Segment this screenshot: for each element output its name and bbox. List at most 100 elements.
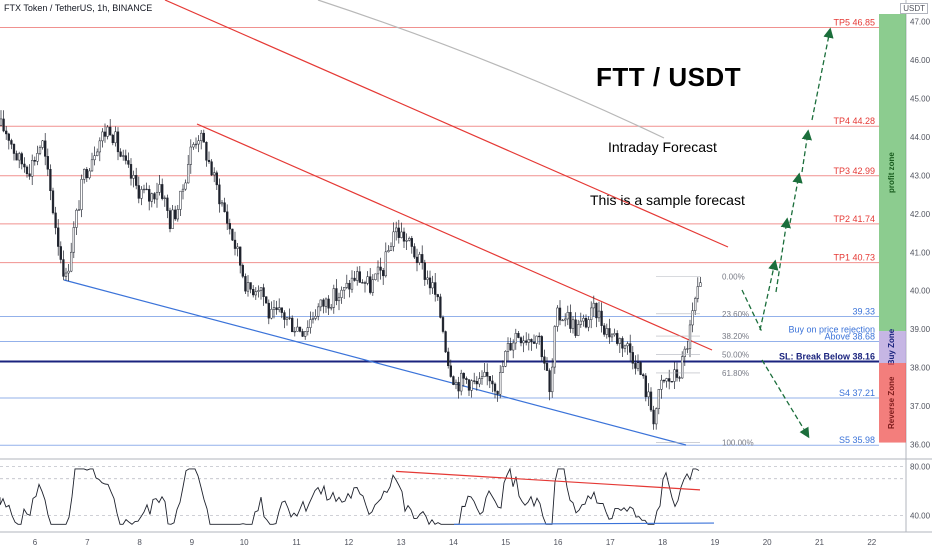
price-tick-label: 41.00 [910, 248, 931, 257]
currency-label[interactable]: USDT [900, 3, 928, 14]
inner-resistance-line [196, 123, 713, 351]
candle-body [376, 266, 380, 275]
candle-body [402, 231, 406, 242]
candle-body [241, 265, 244, 277]
candle-body [431, 282, 434, 289]
candle-body [415, 256, 419, 263]
candle-body [306, 327, 309, 332]
candle-body [618, 338, 621, 344]
candle-body [340, 289, 343, 298]
candle-body [566, 312, 569, 320]
candle-body [44, 140, 47, 157]
candle-body [98, 140, 101, 153]
candle-body [324, 298, 328, 307]
candle-body [683, 348, 686, 357]
symbol-header: FTX Token / TetherUS, 1h, BINANCE [4, 3, 153, 13]
subtitle-intraday: Intraday Forecast [608, 139, 717, 155]
zone-label: Reverse Zone [887, 376, 896, 429]
candle-body [267, 302, 270, 319]
candle-body [223, 202, 226, 213]
candle-body [192, 144, 195, 148]
candle-body [233, 239, 237, 249]
candle-body [298, 326, 302, 332]
candle-body [644, 375, 647, 398]
candle-body [426, 277, 429, 280]
time-tick-label: 9 [190, 538, 195, 547]
candle-body [540, 336, 543, 358]
candle-body [236, 246, 239, 249]
candle-body [465, 378, 468, 380]
price-tick-label: 37.00 [910, 402, 931, 411]
candle-body [509, 343, 512, 351]
candle-body [226, 211, 229, 224]
candle-body [374, 273, 377, 280]
candle-body [304, 331, 307, 337]
candle-body [639, 362, 642, 375]
candle-body [369, 276, 372, 293]
candle-body [15, 153, 18, 161]
candle-body [36, 153, 39, 162]
candle-body [543, 356, 546, 364]
time-tick-label: 7 [85, 538, 90, 547]
chart-title: FTT / USDT [596, 62, 742, 92]
candle-body [548, 370, 551, 393]
rsi-pane: 80.00 40.00 [0, 462, 931, 526]
price-tick-label: 45.00 [910, 95, 931, 104]
candle-body [166, 197, 169, 211]
candle-body [311, 318, 315, 320]
candle-body [103, 131, 107, 137]
time-tick-label: 22 [867, 538, 876, 547]
candle-body [460, 372, 463, 392]
candle-body [475, 380, 478, 385]
candle-body [246, 282, 250, 292]
forecast-arrow [811, 27, 834, 121]
candle-body [293, 331, 296, 333]
candle-body [309, 319, 312, 328]
candle-body [200, 132, 203, 141]
candle-body [228, 223, 231, 230]
fib-labels: 0.00% 23.60% 38.20% 50.00% 61.80% 100.00% [656, 273, 754, 448]
forecast-arrow-down [761, 359, 810, 439]
candle-body [18, 153, 21, 161]
candle-body [202, 132, 205, 143]
candle-body [491, 380, 494, 385]
candle-body [197, 140, 200, 145]
candle-body [85, 169, 88, 179]
candle-body [613, 333, 616, 336]
candle-body [64, 272, 68, 277]
candle-body [350, 277, 354, 290]
candle-body [194, 143, 198, 146]
candle-body [587, 319, 590, 328]
forecast-arrow [775, 217, 791, 293]
candle-body [101, 131, 104, 142]
candle-body [449, 365, 452, 377]
candle-body [2, 118, 5, 132]
candle-body [158, 184, 161, 193]
forecast-arrow [759, 259, 779, 331]
outer-resistance-line [164, 0, 729, 248]
level-label: Buy on price rejection [788, 325, 875, 335]
forecast-arrows [741, 27, 834, 439]
candle-body [545, 363, 549, 371]
candle-body [327, 298, 330, 309]
candle-body [527, 339, 530, 343]
time-tick-label: 8 [137, 538, 142, 547]
candle-body [145, 188, 148, 191]
candle-body [111, 134, 114, 144]
candle-body [499, 372, 502, 395]
candle-body [283, 312, 286, 320]
candle-body [595, 302, 598, 319]
fib-label: 61.80% [722, 369, 749, 378]
fib-label: 23.60% [722, 310, 749, 319]
candle-body [148, 189, 151, 202]
candle-body [454, 381, 458, 385]
candle-body [0, 118, 3, 126]
level-label: SL: Break Below 38.16 [779, 351, 875, 361]
candle-body [579, 320, 582, 325]
candle-body [332, 288, 335, 308]
zone-reverse-zone [879, 362, 906, 443]
candle-body [636, 362, 640, 369]
candle-body [317, 306, 320, 317]
candle-body [218, 184, 221, 205]
